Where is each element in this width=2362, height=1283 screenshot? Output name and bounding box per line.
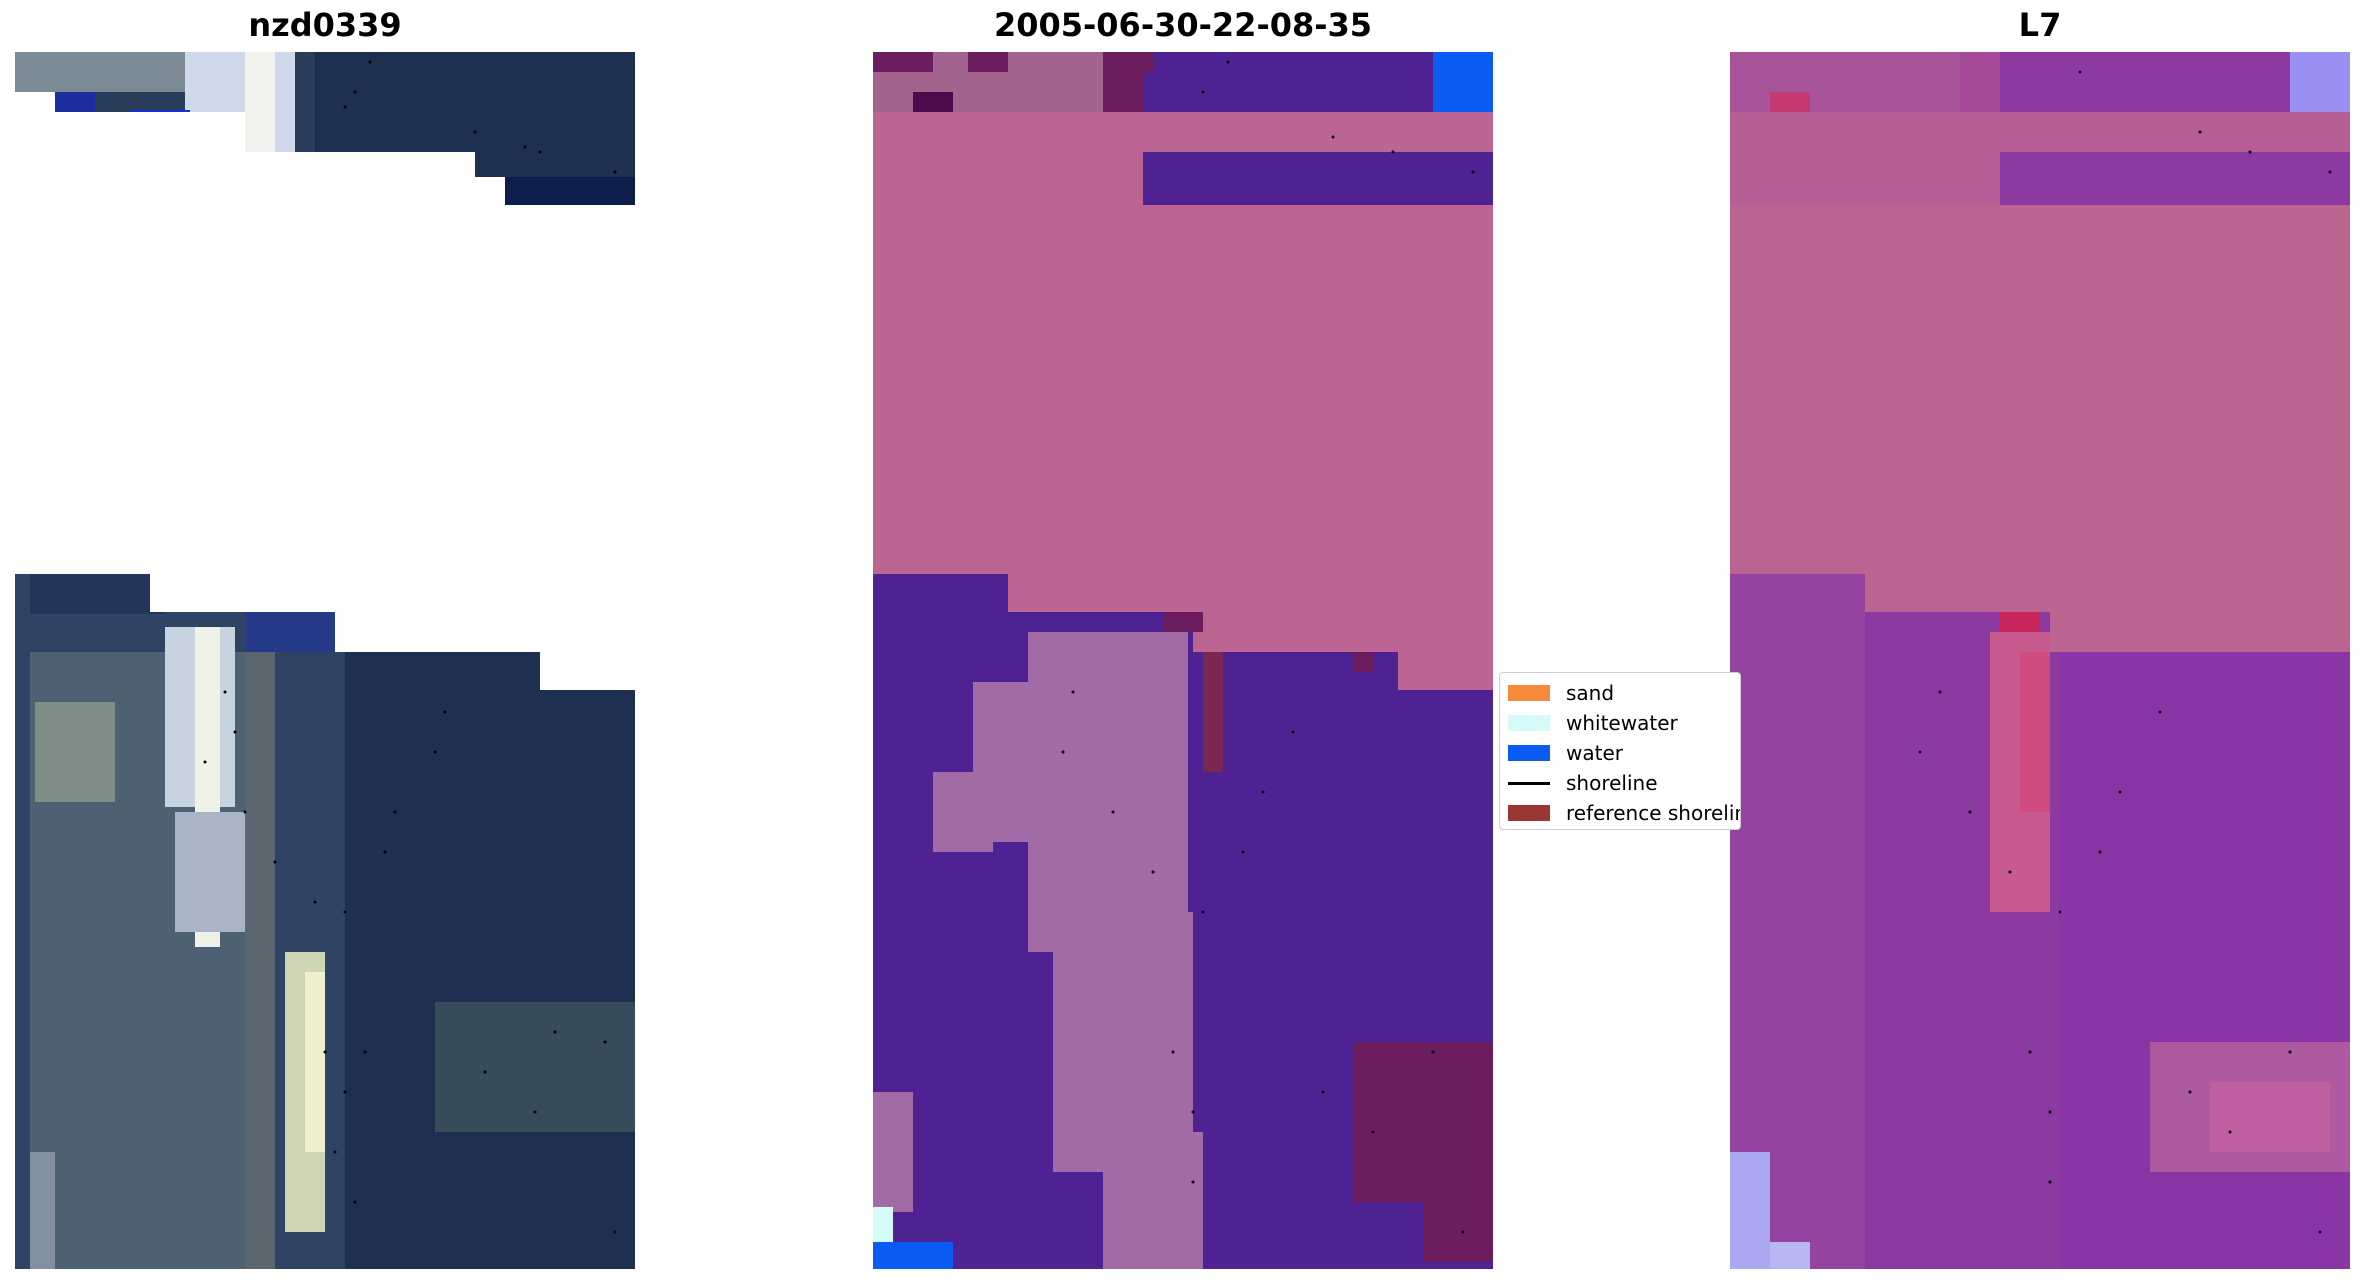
panel-title-rgb: nzd0339 bbox=[248, 6, 402, 44]
class-pixels bbox=[873, 52, 1493, 1269]
classified-image-panel bbox=[873, 52, 1493, 1269]
legend-color-swatch bbox=[1508, 805, 1550, 821]
legend-item-reference-shoreline-buffer: reference shoreline buffer bbox=[1508, 801, 1740, 825]
legend-label: reference shoreline buffer bbox=[1566, 801, 1740, 825]
legend-label: sand bbox=[1566, 681, 1615, 705]
legend-item-water: water bbox=[1508, 741, 1623, 765]
panel-title-classified: 2005-06-30-22-08-35 bbox=[993, 6, 1373, 44]
legend-color-swatch bbox=[1508, 715, 1550, 731]
rgb-pixels bbox=[15, 52, 635, 1269]
legend-label: whitewater bbox=[1566, 711, 1678, 735]
l7-pixels bbox=[1730, 52, 2350, 1269]
legend-item-sand: sand bbox=[1508, 681, 1614, 705]
legend-line-swatch bbox=[1508, 781, 1550, 785]
legend-item-shoreline: shoreline bbox=[1508, 771, 1658, 795]
legend: sand whitewater water shoreline reference sh… bbox=[1499, 672, 1741, 830]
legend-label: shoreline bbox=[1566, 771, 1658, 795]
rgb-image-panel bbox=[15, 52, 635, 1269]
shoreline-dots bbox=[203, 60, 617, 1234]
l7-image-panel bbox=[1730, 52, 2350, 1269]
shoreline-dots bbox=[1918, 70, 2332, 1234]
legend-color-swatch bbox=[1508, 685, 1550, 701]
legend-label: water bbox=[1566, 741, 1623, 765]
shoreline-dots bbox=[1061, 60, 1475, 1234]
legend-item-whitewater: whitewater bbox=[1508, 711, 1678, 735]
panel-title-l7: L7 bbox=[2018, 6, 2062, 44]
legend-color-swatch bbox=[1508, 745, 1550, 761]
